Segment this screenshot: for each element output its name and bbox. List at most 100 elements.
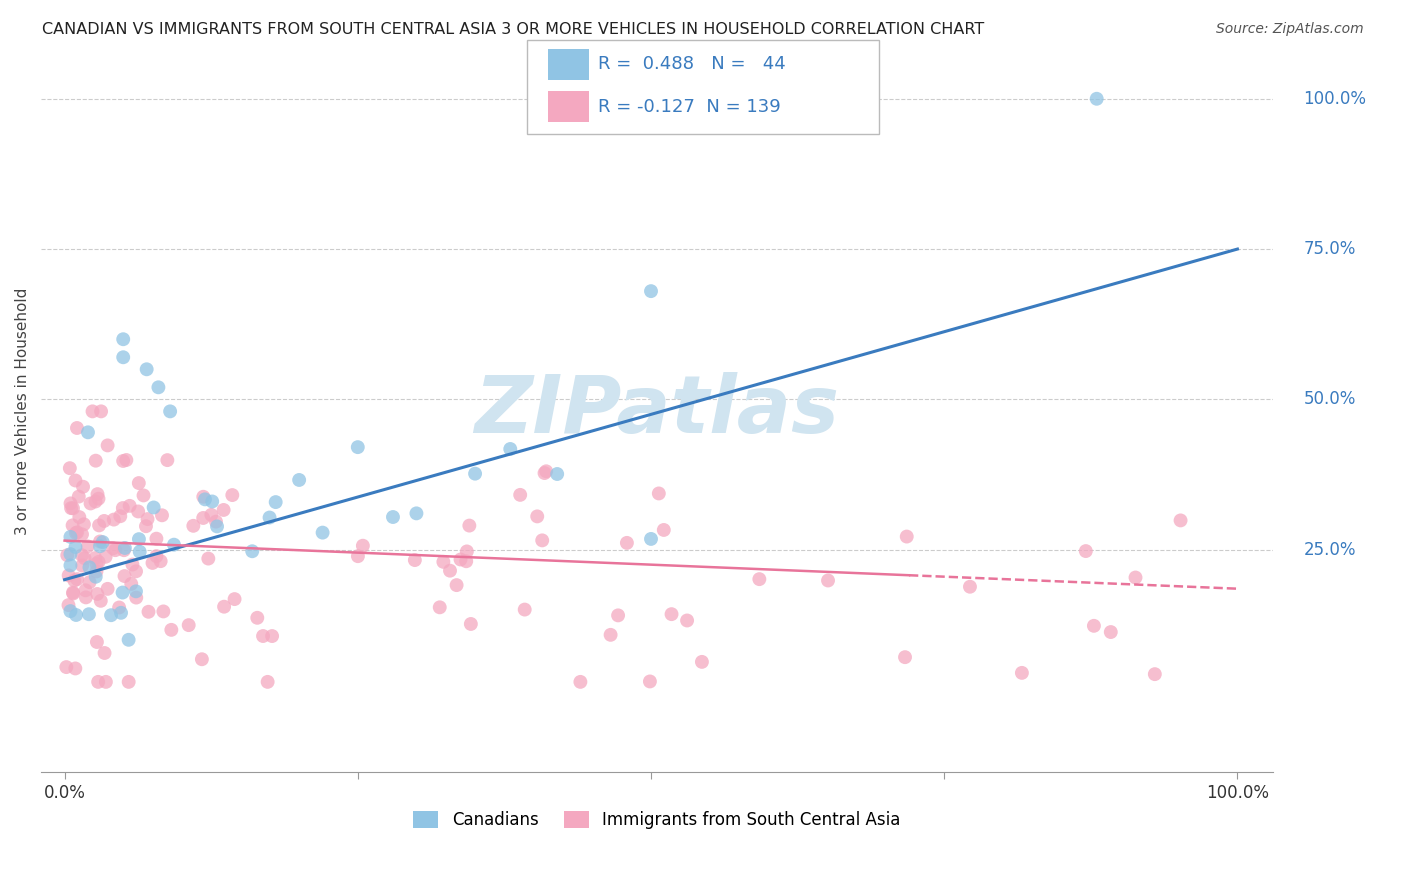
Point: [110, 606, 132, 620]
Point: [1074, 544, 1097, 558]
Point: [450, 552, 472, 566]
Point: [288, 473, 311, 487]
Point: [205, 515, 228, 529]
Point: [1099, 625, 1122, 640]
Point: [264, 495, 287, 509]
Point: [111, 585, 134, 599]
Point: [101, 541, 124, 556]
Point: [118, 674, 141, 689]
Point: [62, 518, 84, 533]
Point: [67, 510, 90, 524]
Point: [748, 572, 770, 586]
Point: [58, 568, 80, 582]
Point: [346, 440, 368, 454]
Point: [648, 486, 671, 500]
Point: [352, 539, 374, 553]
Point: [86, 565, 108, 579]
Point: [652, 523, 675, 537]
Point: [616, 536, 638, 550]
Point: [77, 607, 100, 622]
Point: [65, 661, 87, 675]
Point: [531, 533, 554, 548]
Point: [1011, 665, 1033, 680]
Point: [86, 587, 108, 601]
Point: [73, 551, 96, 566]
Point: [212, 503, 235, 517]
Point: [77, 425, 100, 440]
Point: [569, 674, 592, 689]
Point: [156, 453, 179, 467]
Point: [509, 488, 531, 502]
Point: [75, 591, 97, 605]
Point: [212, 599, 235, 614]
Point: [125, 584, 148, 599]
Point: [446, 578, 468, 592]
Point: [87, 491, 110, 506]
Point: [75, 583, 97, 598]
Point: [638, 674, 661, 689]
Point: [526, 509, 548, 524]
Point: [159, 404, 181, 418]
Point: [429, 600, 451, 615]
Text: R =  0.488   N =   44: R = 0.488 N = 44: [598, 55, 786, 73]
Point: [94, 674, 117, 689]
Point: [690, 655, 713, 669]
Point: [224, 592, 246, 607]
Point: [381, 510, 404, 524]
Point: [246, 611, 269, 625]
Point: [959, 580, 981, 594]
Point: [89, 534, 111, 549]
Point: [193, 490, 215, 504]
Point: [405, 507, 427, 521]
Point: [62, 501, 84, 516]
Point: [84, 551, 107, 566]
Point: [112, 454, 135, 468]
Point: [104, 543, 127, 558]
Point: [62, 586, 84, 600]
Point: [112, 332, 135, 346]
Point: [65, 540, 87, 554]
Point: [93, 646, 115, 660]
Point: [135, 362, 157, 376]
Point: [56, 548, 79, 562]
Point: [67, 490, 90, 504]
Point: [84, 494, 107, 508]
Point: [90, 594, 112, 608]
Point: [117, 632, 139, 647]
Point: [311, 525, 333, 540]
Point: [252, 629, 274, 643]
Point: [59, 604, 82, 618]
Point: [432, 555, 454, 569]
Text: 75.0%: 75.0%: [1303, 240, 1355, 258]
Text: ZIPatlas: ZIPatlas: [474, 372, 839, 450]
Point: [149, 554, 172, 568]
Point: [205, 519, 228, 533]
Point: [66, 572, 89, 586]
Point: [108, 600, 131, 615]
Point: [1125, 570, 1147, 584]
Point: [100, 608, 122, 623]
Point: [111, 501, 134, 516]
Point: [262, 629, 284, 643]
Point: [513, 602, 536, 616]
Point: [84, 453, 107, 467]
Point: [76, 540, 98, 554]
Point: [240, 544, 263, 558]
Point: [128, 476, 150, 491]
Point: [62, 585, 84, 599]
Point: [194, 492, 217, 507]
Point: [142, 500, 165, 515]
Point: [894, 650, 917, 665]
Point: [90, 404, 112, 418]
Point: [256, 674, 278, 689]
Point: [120, 577, 142, 591]
Point: [200, 508, 222, 522]
Point: [59, 530, 82, 544]
Point: [55, 660, 77, 674]
Point: [59, 461, 82, 475]
Point: [97, 438, 120, 452]
Point: [201, 494, 224, 508]
Point: [125, 564, 148, 578]
Point: [163, 538, 186, 552]
Point: [79, 575, 101, 590]
